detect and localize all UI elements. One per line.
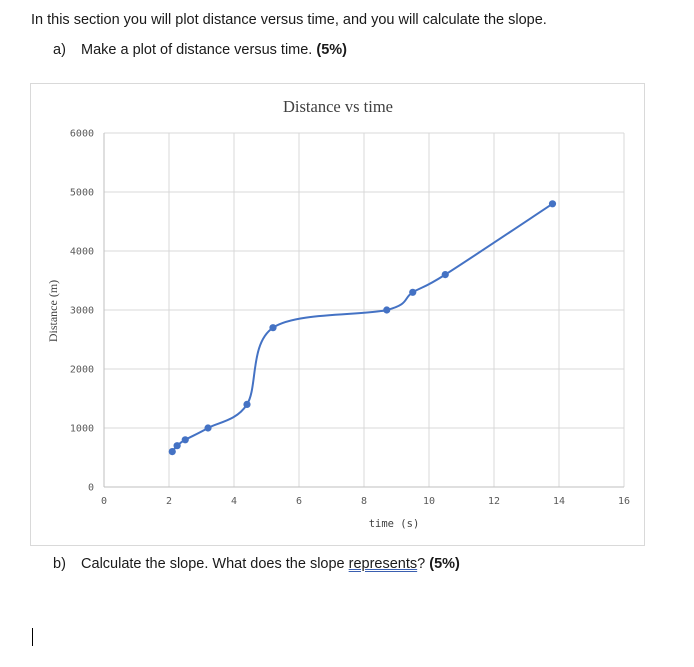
y-tick-label: 0 (88, 483, 94, 494)
data-point (441, 271, 449, 279)
x-tick-label: 6 (296, 496, 302, 507)
x-tick-label: 0 (101, 496, 107, 507)
intro-text: In this section you will plot distance v… (31, 12, 547, 28)
data-point (548, 200, 557, 208)
y-tick-label: 5000 (70, 188, 94, 199)
grid-lines (103, 132, 625, 488)
x-tick-label: 4 (231, 496, 237, 507)
question-b-underlined-word: represents (348, 556, 418, 572)
x-axis-label: time (s) (369, 518, 420, 530)
question-b-points: (5%) (429, 556, 460, 572)
question-a-label: a) (53, 42, 66, 58)
x-tick-label: 12 (488, 496, 500, 507)
x-tick-label: 14 (553, 496, 565, 507)
question-b-text: Calculate the slope. What does the slope (81, 556, 349, 572)
x-tick-label: 16 (618, 496, 630, 507)
question-a-text: Make a plot of distance versus time. (81, 42, 313, 58)
question-b-label: b) (53, 556, 66, 572)
data-point (204, 424, 212, 432)
question-a: a) Make a plot of distance versus time. … (53, 42, 347, 58)
data-point (168, 448, 176, 456)
chart-container[interactable]: Distance vs time 0 2 4 6 8 10 12 14 16 0 1000 2000 3… (30, 83, 645, 546)
y-tick-label: 1000 (70, 424, 94, 435)
y-tick-label: 4000 (70, 247, 94, 258)
y-tick-label: 6000 (70, 129, 94, 140)
text-cursor (32, 628, 33, 646)
data-point (269, 324, 277, 332)
y-axis-label: Distance (m) (46, 280, 60, 342)
distance-time-chart: Distance vs time 0 2 4 6 8 10 12 14 16 0 1000 2000 3… (46, 97, 630, 530)
data-points (168, 200, 557, 456)
tick-labels: 0 2 4 6 8 10 12 14 16 0 1000 2000 3000 4000 5000 6000 (70, 129, 630, 508)
y-tick-label: 2000 (70, 365, 94, 376)
data-point (181, 436, 189, 444)
x-tick-label: 10 (423, 496, 435, 507)
series-line (171, 202, 554, 453)
chart-title: Distance vs time (283, 97, 393, 116)
data-point (383, 306, 391, 314)
data-point (243, 400, 251, 408)
question-a-points: (5%) (316, 42, 347, 58)
question-b-question-mark: ? (417, 556, 426, 572)
question-b: b) Calculate the slope. What does the sl… (53, 556, 460, 572)
axes (103, 133, 624, 488)
x-tick-label: 2 (166, 496, 172, 507)
y-tick-label: 3000 (70, 306, 94, 317)
data-point (173, 442, 181, 450)
data-point (409, 288, 417, 296)
x-tick-label: 8 (361, 496, 367, 507)
